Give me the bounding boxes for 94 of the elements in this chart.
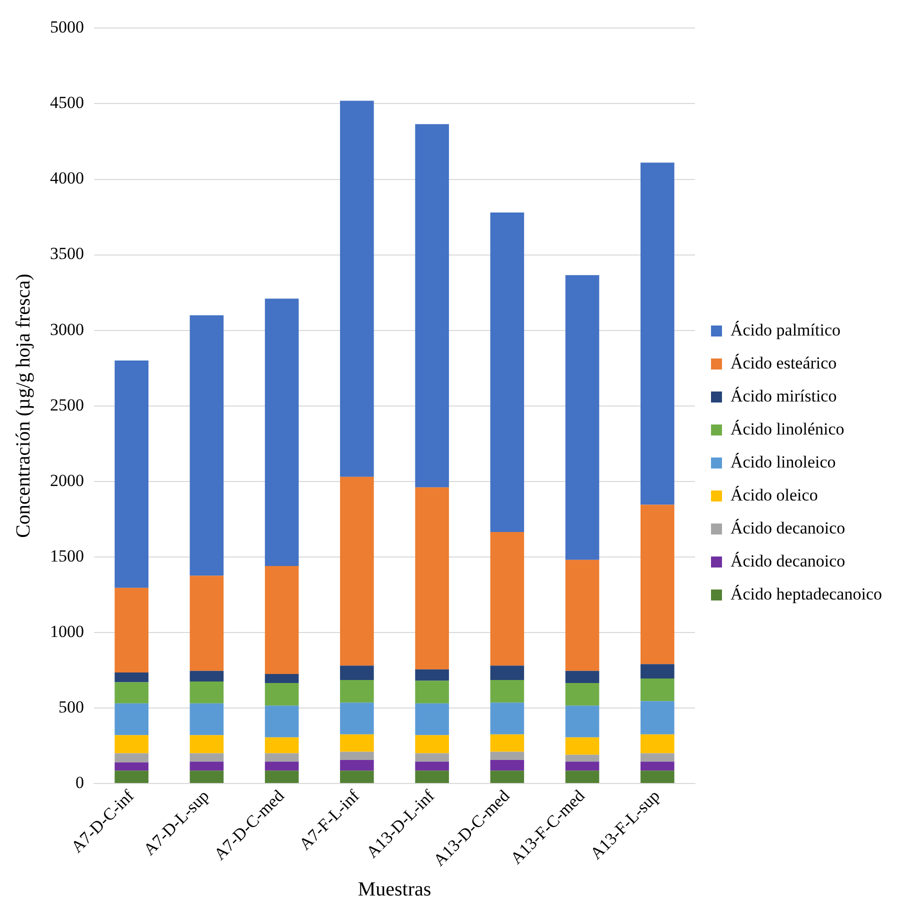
y-tick-label: 1500 bbox=[50, 546, 84, 566]
legend-label: Ácido decanoico bbox=[730, 518, 846, 538]
legend-label: Ácido esteárico bbox=[730, 353, 837, 372]
bar bbox=[190, 670, 224, 682]
bar bbox=[490, 702, 524, 734]
y-axis-title: Concentración (µg/g hoja fresca) bbox=[12, 274, 34, 538]
bar bbox=[640, 701, 674, 734]
bar bbox=[190, 753, 224, 762]
bar bbox=[114, 735, 148, 754]
bar bbox=[565, 560, 600, 671]
bar bbox=[340, 752, 374, 760]
bar bbox=[640, 734, 674, 754]
legend-label: Ácido palmítico bbox=[730, 320, 840, 340]
bar bbox=[490, 212, 524, 532]
x-axis-title: Muestras bbox=[358, 878, 432, 900]
bar bbox=[264, 753, 299, 762]
bar bbox=[190, 770, 224, 783]
bar bbox=[264, 298, 299, 566]
bar bbox=[415, 753, 449, 762]
y-tick-label: 0 bbox=[76, 772, 84, 792]
legend-label: Ácido mirístico bbox=[730, 386, 837, 406]
bar bbox=[114, 762, 148, 771]
bar bbox=[114, 753, 148, 762]
bar bbox=[490, 734, 524, 752]
bar bbox=[114, 682, 148, 704]
bar bbox=[415, 487, 449, 670]
y-tick-label: 500 bbox=[58, 697, 84, 716]
bar bbox=[190, 703, 224, 736]
bar bbox=[340, 734, 374, 752]
bar bbox=[340, 666, 374, 680]
legend-label: Ácido linoleico bbox=[730, 452, 836, 472]
bar bbox=[490, 666, 524, 680]
bar bbox=[114, 672, 148, 682]
bar bbox=[565, 762, 600, 771]
legend-label: Ácido oleico bbox=[730, 485, 818, 504]
legend-label: Ácido decanoico bbox=[730, 551, 846, 570]
bar bbox=[340, 680, 374, 703]
bar bbox=[264, 762, 299, 771]
bar bbox=[264, 706, 299, 738]
bar bbox=[340, 702, 374, 734]
bar bbox=[640, 678, 674, 702]
bar bbox=[415, 762, 449, 771]
bar bbox=[565, 275, 600, 560]
bar bbox=[415, 124, 449, 488]
bar bbox=[340, 100, 374, 477]
bar bbox=[264, 737, 299, 754]
bar bbox=[490, 752, 524, 760]
bar bbox=[264, 674, 299, 684]
y-tick-label: 5000 bbox=[50, 18, 84, 37]
bar bbox=[340, 770, 374, 783]
bar bbox=[565, 737, 600, 755]
bar bbox=[565, 683, 600, 706]
bar bbox=[190, 315, 224, 576]
bar bbox=[640, 664, 674, 678]
bar bbox=[114, 703, 148, 736]
bar bbox=[640, 770, 674, 783]
bar bbox=[640, 753, 674, 762]
bar bbox=[415, 703, 449, 736]
bar bbox=[415, 735, 449, 754]
bar bbox=[264, 683, 299, 706]
bar bbox=[190, 576, 224, 671]
bar bbox=[415, 770, 449, 783]
bar bbox=[640, 162, 674, 505]
bar bbox=[565, 706, 600, 738]
legend-label: Ácido linolénico bbox=[730, 419, 844, 438]
bar bbox=[415, 680, 449, 704]
bar bbox=[190, 682, 224, 704]
bar bbox=[415, 669, 449, 681]
y-tick-label: 4500 bbox=[50, 93, 84, 112]
bar bbox=[264, 566, 299, 674]
y-tick-label: 3500 bbox=[50, 244, 84, 264]
bar bbox=[565, 754, 600, 762]
bar bbox=[190, 762, 224, 771]
bar bbox=[114, 360, 148, 588]
bar bbox=[490, 770, 524, 783]
bar bbox=[190, 735, 224, 754]
bar bbox=[114, 770, 148, 783]
y-tick-label: 2000 bbox=[50, 470, 84, 490]
bar bbox=[640, 762, 674, 771]
bar bbox=[640, 504, 674, 664]
bar bbox=[340, 760, 374, 771]
bar bbox=[565, 670, 600, 684]
bar bbox=[490, 532, 524, 666]
legend-label: Ácido heptadecanoico bbox=[730, 584, 882, 604]
bar bbox=[565, 770, 600, 783]
bar bbox=[340, 476, 374, 666]
bar bbox=[114, 588, 148, 672]
bar bbox=[490, 680, 524, 703]
y-tick-label: 3000 bbox=[50, 320, 84, 339]
y-tick-label: 1000 bbox=[50, 622, 84, 641]
y-tick-label: 2500 bbox=[50, 395, 84, 414]
bar bbox=[490, 760, 524, 771]
bar bbox=[264, 770, 299, 783]
y-tick-label: 4000 bbox=[50, 168, 84, 188]
